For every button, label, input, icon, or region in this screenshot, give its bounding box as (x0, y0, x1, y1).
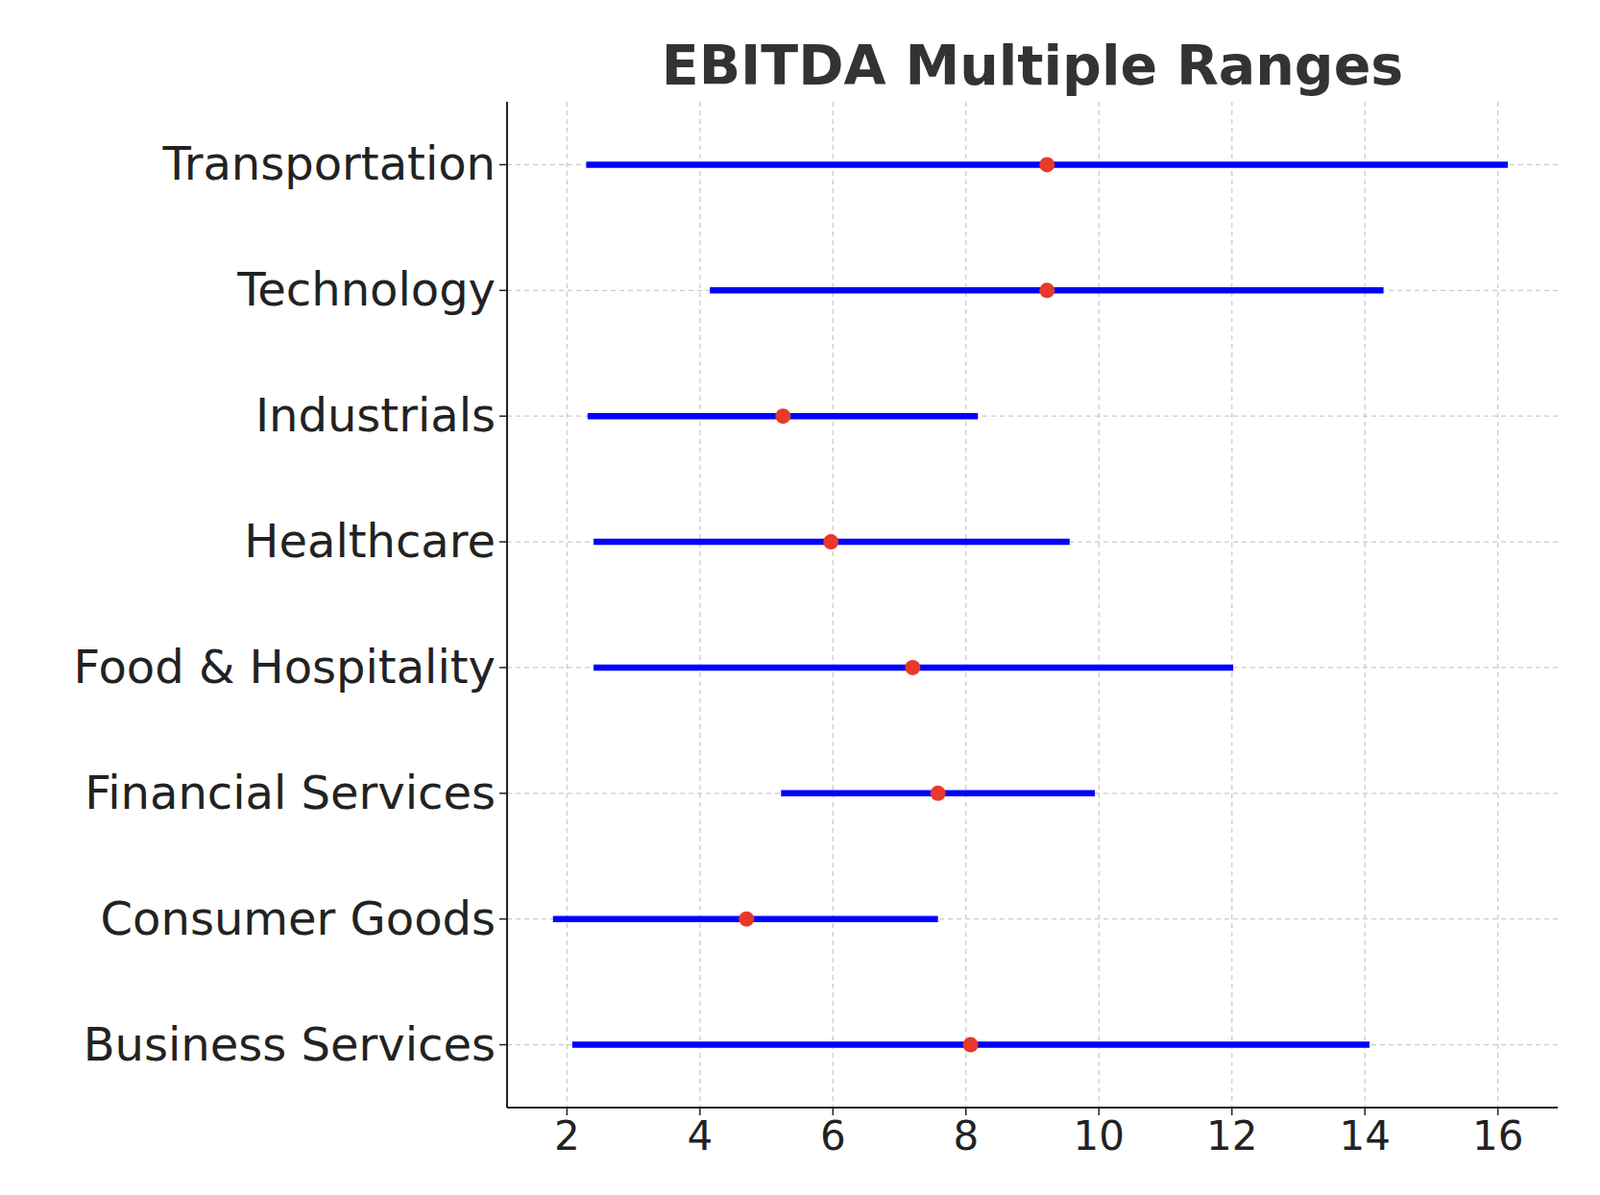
category-label: Food & Hospitality (73, 639, 496, 694)
marks (553, 156, 1508, 1052)
midpoint (775, 408, 791, 424)
grid-line (832, 101, 834, 1108)
x-axis (507, 1106, 1558, 1109)
grid-line (965, 101, 967, 1108)
category-label: Industrials (255, 387, 496, 442)
grid-line (699, 101, 701, 1108)
grid-line (507, 540, 1558, 542)
y-tick (499, 918, 508, 921)
y-axis (506, 101, 509, 1108)
grid-line (507, 918, 1558, 920)
y-tick (499, 792, 508, 795)
midpoint (963, 1037, 979, 1053)
grid-line (1231, 101, 1233, 1108)
y-tick (499, 1043, 508, 1046)
grid-line (507, 666, 1558, 668)
y-tick (499, 666, 508, 669)
midpoint (738, 911, 754, 927)
x-tick-label: 16 (1472, 1112, 1524, 1160)
y-tick (499, 164, 508, 167)
chart: 2 4 6 8 10 12 14 16 Business Services Consumer Go… (0, 0, 1600, 1195)
grid-line (566, 101, 568, 1108)
category-label: Business Services (83, 1017, 496, 1071)
midpoint (904, 659, 921, 676)
grid-line (507, 1043, 1558, 1045)
grid-line (507, 290, 1558, 291)
x-tick-label: 8 (952, 1112, 979, 1160)
y-tick (499, 290, 508, 292)
y-tick (499, 540, 508, 543)
x-tick-label: 6 (820, 1112, 847, 1160)
x-tick-label: 4 (686, 1112, 713, 1160)
midpoint (1039, 282, 1055, 298)
x-tick-label: 14 (1338, 1112, 1390, 1160)
category-label: Consumer Goods (100, 891, 496, 946)
grid-line (507, 792, 1558, 794)
category-label: Healthcare (243, 513, 496, 568)
midpoint (823, 533, 839, 550)
x-tick-label: 12 (1206, 1112, 1258, 1160)
x-tick-label: 2 (554, 1112, 581, 1160)
category-label: Financial Services (84, 765, 496, 820)
grid-line (1497, 101, 1499, 1108)
grid-line (507, 415, 1558, 417)
grid-line (507, 164, 1558, 166)
category-label: Technology (236, 262, 496, 316)
title: EBITDA Multiple Ranges (661, 33, 1405, 97)
grid-line (1098, 101, 1100, 1108)
category-label: Transportation (161, 136, 496, 191)
midpoint (1039, 156, 1055, 172)
y-tick (499, 414, 508, 417)
grid-line (1364, 101, 1366, 1108)
midpoint (930, 785, 946, 801)
x-tick-label: 10 (1073, 1112, 1125, 1160)
